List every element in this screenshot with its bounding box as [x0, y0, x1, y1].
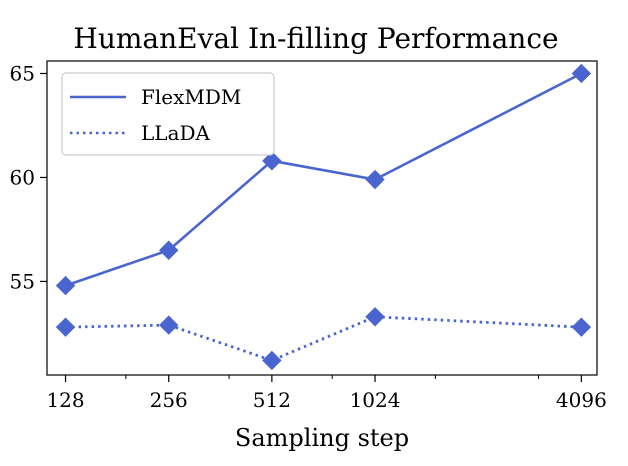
data-point-llada	[262, 350, 282, 371]
data-point-flexmdm	[365, 169, 385, 190]
data-point-flexmdm	[55, 275, 76, 296]
legend: FlexMDM LLaDA	[61, 72, 275, 156]
legend-label-flexmdm: FlexMDM	[141, 85, 241, 109]
plot-area: 128 256 512 1024 4096 55 60 65	[10, 60, 607, 412]
x-tick-label: 1024	[350, 388, 401, 412]
plot-frame	[46, 60, 598, 376]
data-point-llada	[571, 317, 592, 337]
legend-label-llada: LLaDA	[141, 121, 211, 145]
y-tick-label: 55	[10, 269, 35, 293]
series-layer	[55, 63, 592, 371]
data-point-llada	[55, 317, 76, 337]
chart-title: HumanEval In-filling Performance	[73, 22, 558, 55]
x-axis: 128 256 512 1024 4096	[46, 375, 607, 412]
x-tick-label: 512	[253, 388, 291, 412]
legend-frame	[61, 72, 275, 156]
data-point-flexmdm	[159, 240, 179, 260]
x-tick-label: 4096	[556, 388, 607, 412]
y-axis: 55 60 65	[10, 61, 47, 293]
x-tick-label: 128	[46, 388, 84, 412]
data-point-flexmdm	[262, 151, 282, 171]
data-point-flexmdm	[571, 63, 592, 84]
data-point-llada	[159, 315, 179, 335]
y-tick-label: 65	[10, 61, 35, 85]
x-tick-label: 256	[150, 388, 188, 412]
series-line-llada	[65, 315, 582, 362]
y-tick-label: 60	[10, 165, 35, 189]
data-point-llada	[365, 307, 385, 327]
x-axis-label: Sampling step	[235, 424, 409, 452]
